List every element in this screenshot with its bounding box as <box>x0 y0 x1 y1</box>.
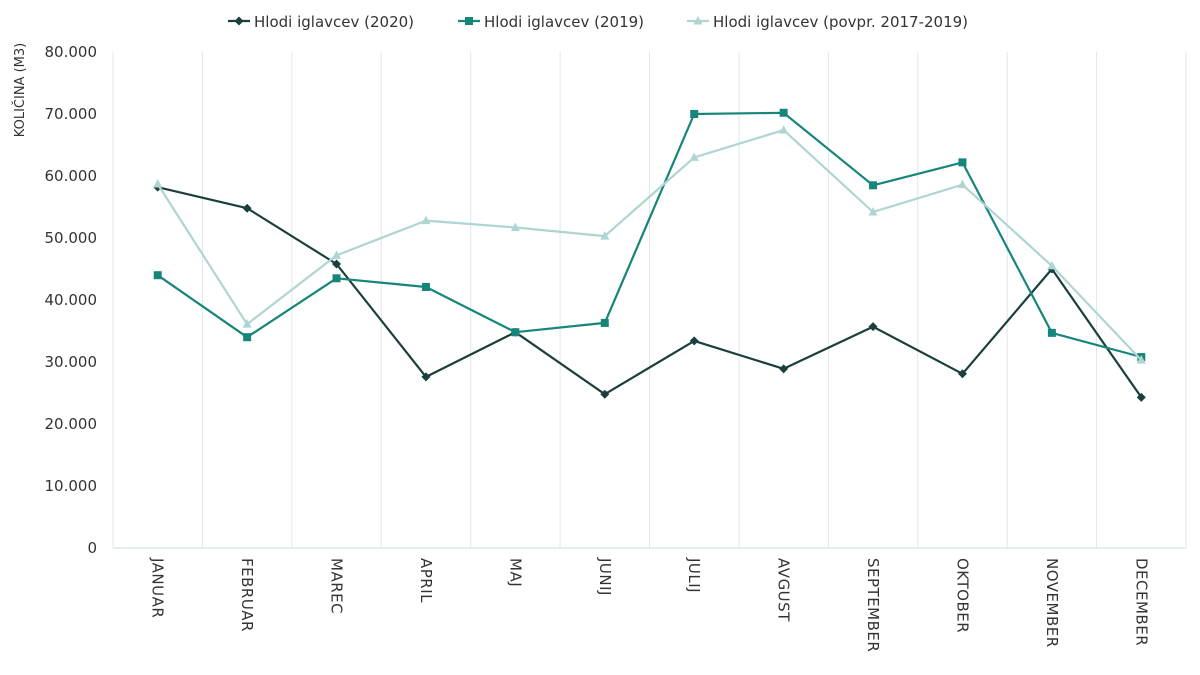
data-point <box>600 389 610 399</box>
data-point <box>153 179 163 188</box>
x-tick-label: NOVEMBER <box>1043 558 1061 648</box>
data-point <box>242 319 252 328</box>
legend-label: Hlodi iglavcev (povpr. 2017-2019) <box>713 13 968 31</box>
x-tick-label: OKTOBER <box>953 558 971 633</box>
x-tick-label: JANUAR <box>149 557 167 618</box>
x-tick-label: JUNIJ <box>596 557 614 596</box>
data-point <box>421 372 431 382</box>
data-point <box>1047 260 1057 270</box>
data-point <box>779 364 789 374</box>
data-point <box>332 274 341 283</box>
legend-marker <box>693 16 703 25</box>
data-point <box>957 179 967 189</box>
x-tick-label: MAREC <box>328 558 346 614</box>
legend-label: Hlodi iglavcev (2020) <box>254 13 414 31</box>
data-point <box>689 152 699 161</box>
legend-marker <box>465 17 473 25</box>
data-point <box>153 271 162 280</box>
y-tick-label: 40.000 <box>45 291 98 309</box>
data-point <box>600 231 610 240</box>
legend-label: Hlodi iglavcev (2019) <box>484 13 644 31</box>
legend-marker <box>234 16 244 26</box>
data-point <box>690 110 699 118</box>
y-tick-label: 20.000 <box>45 415 98 433</box>
x-tick-label: APRIL <box>417 558 435 603</box>
data-point <box>868 322 878 332</box>
y-tick-label: 50.000 <box>45 229 98 247</box>
x-tick-label: AVGUST <box>775 558 793 622</box>
x-tick-label: FEBRUAR <box>238 558 256 632</box>
y-tick-label: 0 <box>87 539 97 557</box>
data-point <box>511 328 520 337</box>
data-point <box>779 108 788 117</box>
data-point <box>1047 328 1056 337</box>
x-tick-label: JULIJ <box>685 557 703 593</box>
y-tick-label: 80.000 <box>45 43 98 61</box>
data-point <box>421 282 430 291</box>
data-point <box>600 318 609 327</box>
x-tick-label: DECEMBER <box>1132 558 1150 646</box>
series-line <box>157 111 1142 359</box>
data-point <box>332 250 342 259</box>
y-tick-label: 70.000 <box>45 105 98 123</box>
y-tick-label: 30.000 <box>45 353 98 371</box>
data-point <box>868 206 878 216</box>
x-tick-label: SEPTEMBER <box>864 558 882 652</box>
y-tick-label: 60.000 <box>45 167 98 185</box>
data-point <box>957 369 967 379</box>
data-point <box>958 158 967 167</box>
data-point <box>332 259 342 269</box>
series-line <box>156 129 1143 361</box>
data-point <box>1136 355 1146 364</box>
x-tick-label: MAJ <box>506 558 524 587</box>
data-point <box>1136 392 1146 402</box>
data-point <box>779 125 789 134</box>
y-tick-label: 10.000 <box>45 477 98 495</box>
y-axis-title: KOLIČINA (M3) <box>12 43 28 137</box>
data-point <box>421 215 431 225</box>
data-point <box>243 333 252 342</box>
data-point <box>242 203 252 213</box>
data-point <box>869 181 878 190</box>
data-point <box>510 222 520 231</box>
data-point <box>689 336 699 346</box>
series-line <box>157 186 1143 398</box>
